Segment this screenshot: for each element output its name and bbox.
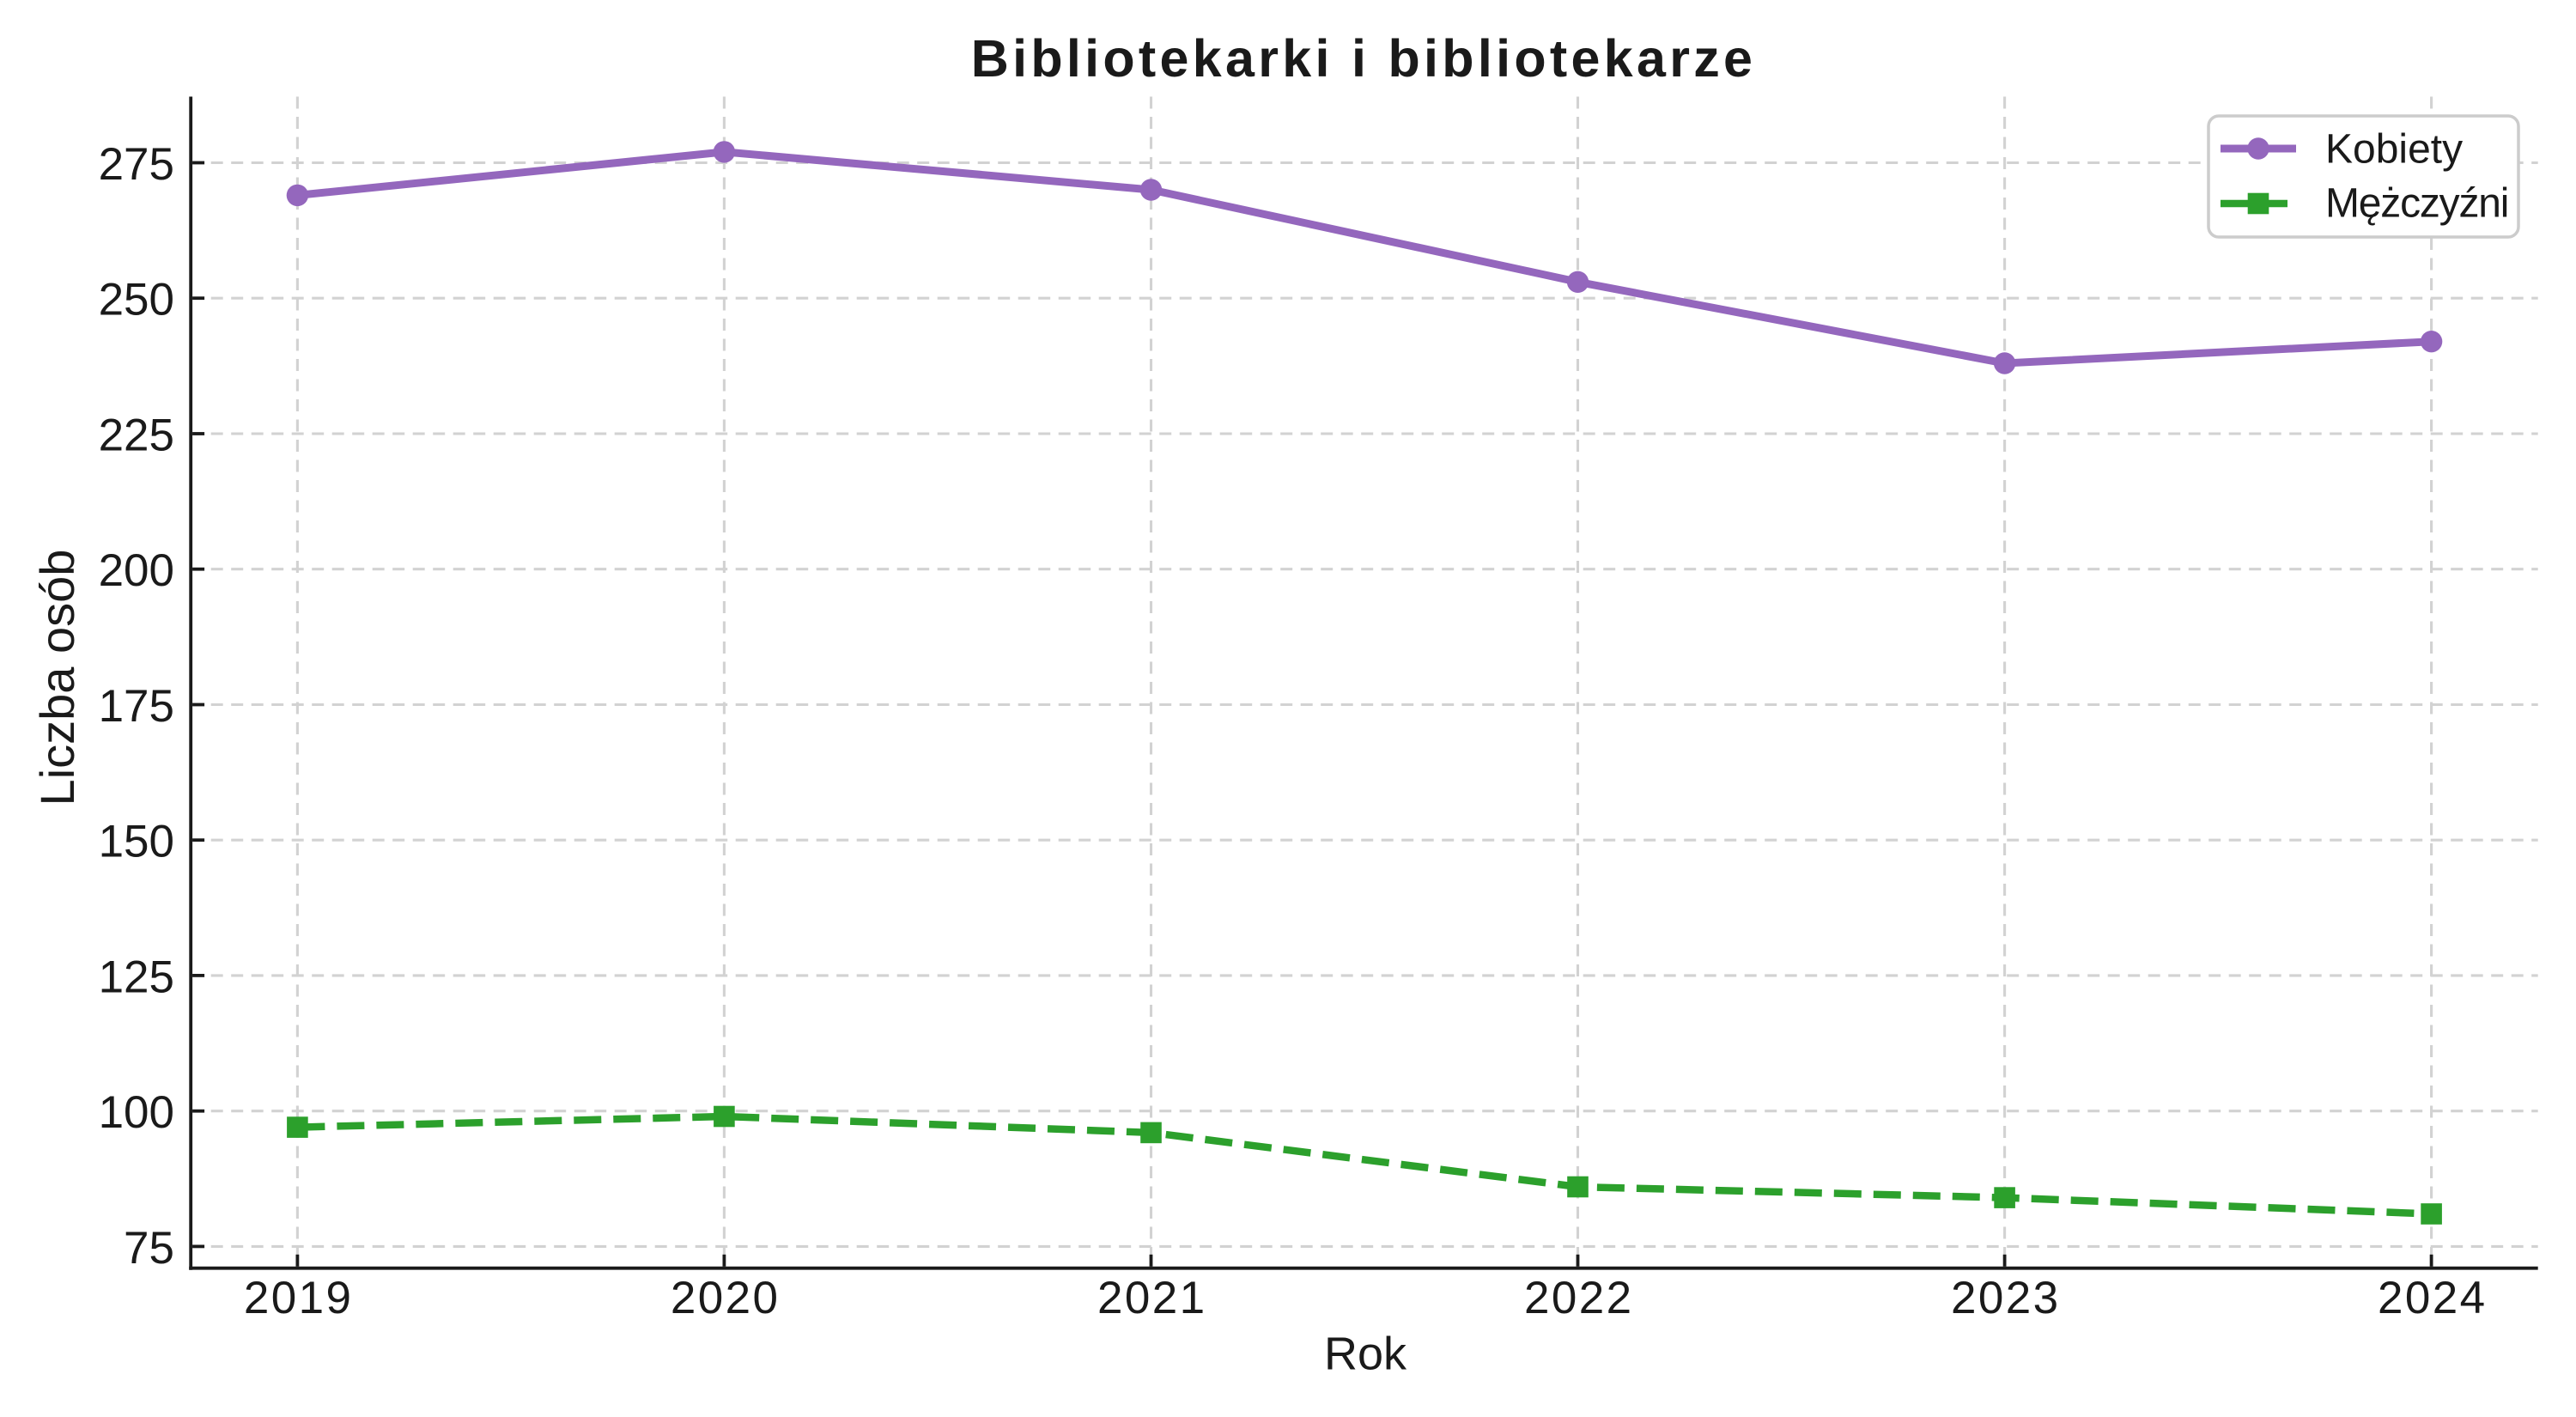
svg-text:175: 175 [99,681,174,732]
svg-text:Bibliotekarki i bibliotekarze: Bibliotekarki i bibliotekarze [971,29,1757,88]
svg-text:Liczba osób: Liczba osób [30,550,84,806]
svg-text:Mężczyźni: Mężczyźni [2325,181,2508,227]
svg-text:Kobiety: Kobiety [2325,127,2463,173]
svg-text:200: 200 [99,545,174,596]
svg-text:2020: 2020 [671,1273,781,1323]
svg-text:100: 100 [99,1087,174,1138]
svg-text:2019: 2019 [244,1273,354,1323]
svg-text:2023: 2023 [1951,1273,2061,1323]
svg-text:Rok: Rok [1324,1329,1407,1380]
svg-text:75: 75 [124,1223,174,1274]
svg-text:275: 275 [99,139,174,190]
svg-text:150: 150 [99,817,174,867]
svg-text:125: 125 [99,952,174,1002]
svg-text:2022: 2022 [1524,1273,1634,1323]
svg-text:2024: 2024 [2378,1273,2488,1323]
svg-text:2021: 2021 [1097,1273,1207,1323]
svg-text:250: 250 [99,275,174,325]
svg-text:225: 225 [99,411,174,461]
